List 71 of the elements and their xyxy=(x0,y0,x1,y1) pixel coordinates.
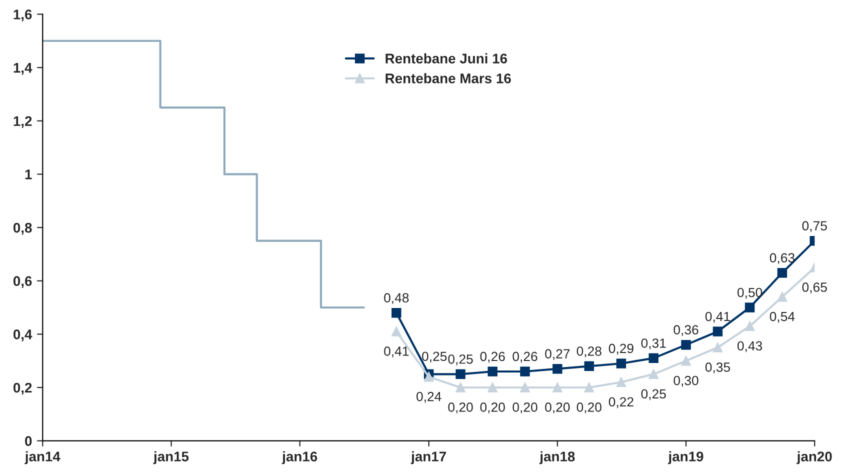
data-label: 0,20 xyxy=(512,402,538,414)
point xyxy=(552,364,562,374)
point xyxy=(488,382,498,392)
data-label: 0,25 xyxy=(448,354,473,366)
point xyxy=(584,382,594,392)
point xyxy=(584,361,594,372)
point xyxy=(520,382,530,392)
data-label: 0,50 xyxy=(737,288,762,299)
point xyxy=(681,356,691,366)
x-tick-label: jan14 xyxy=(24,451,60,464)
point xyxy=(777,292,788,302)
x-tick-label: jan16 xyxy=(282,451,318,464)
y-tick-label: 0,6 xyxy=(13,276,32,288)
data-label: 0,41 xyxy=(384,346,409,358)
data-label: 0,65 xyxy=(802,282,827,294)
point xyxy=(744,302,755,312)
data-label: 0,54 xyxy=(770,312,795,323)
x-tick-label: jan19 xyxy=(668,451,704,464)
data-label: 0,43 xyxy=(737,341,762,352)
y-tick-label: 1,2 xyxy=(14,116,32,128)
point xyxy=(392,326,402,336)
data-label: 0,41 xyxy=(705,312,730,323)
point xyxy=(712,342,723,352)
point xyxy=(712,326,723,336)
point xyxy=(424,372,434,382)
data-label: 0,25 xyxy=(422,352,447,363)
data-label: 0,27 xyxy=(545,349,570,360)
point xyxy=(648,369,658,380)
y-tick-label: 0,8 xyxy=(13,222,32,235)
point xyxy=(552,382,562,392)
point xyxy=(744,321,755,332)
data-label: 0,20 xyxy=(545,402,570,414)
y-tick-label: 1 xyxy=(25,170,32,180)
data-label: 0,20 xyxy=(576,402,602,414)
point xyxy=(616,377,626,388)
data-label: 0,75 xyxy=(802,221,827,232)
data-label: 0,63 xyxy=(770,253,794,264)
data-label: 0,25 xyxy=(641,389,666,400)
x-tick-label: jan18 xyxy=(539,451,575,464)
data-label: 0,24 xyxy=(416,392,442,403)
x-tick-label: jan17 xyxy=(410,451,446,464)
point xyxy=(456,382,466,392)
x-tick-label: jan20 xyxy=(796,451,832,464)
point xyxy=(520,366,530,376)
y-tick-label: 1,4 xyxy=(14,63,32,75)
y-tick-label: 0,4 xyxy=(13,330,32,342)
data-label: 0,31 xyxy=(641,338,666,350)
x-tick-label: jan15 xyxy=(153,451,189,464)
data-label: 0,29 xyxy=(608,344,634,355)
legend-label: Rentebane Mars 16 xyxy=(386,73,511,84)
data-label: 0,20 xyxy=(448,402,473,414)
point xyxy=(488,366,498,376)
y-tick-label: 0 xyxy=(25,436,32,446)
point xyxy=(648,353,658,364)
point xyxy=(616,358,626,368)
data-label: 0,30 xyxy=(674,376,698,387)
legend-label: Rentebane Juni 16 xyxy=(386,53,508,64)
data-label: 0,26 xyxy=(480,352,505,363)
point xyxy=(681,340,691,350)
data-label: 0,35 xyxy=(705,362,730,374)
data-label: 0,20 xyxy=(480,402,505,414)
data-label: 0,36 xyxy=(674,325,698,336)
data-label: 0,48 xyxy=(384,293,409,304)
point xyxy=(456,369,466,380)
data-label: 0,26 xyxy=(512,352,538,363)
point xyxy=(392,308,402,318)
y-tick-label: 0,2 xyxy=(13,382,32,395)
data-label: 0,22 xyxy=(608,397,634,408)
y-tick-label: 1,6 xyxy=(14,10,32,22)
point xyxy=(777,268,788,278)
data-label: 0,28 xyxy=(576,346,602,358)
